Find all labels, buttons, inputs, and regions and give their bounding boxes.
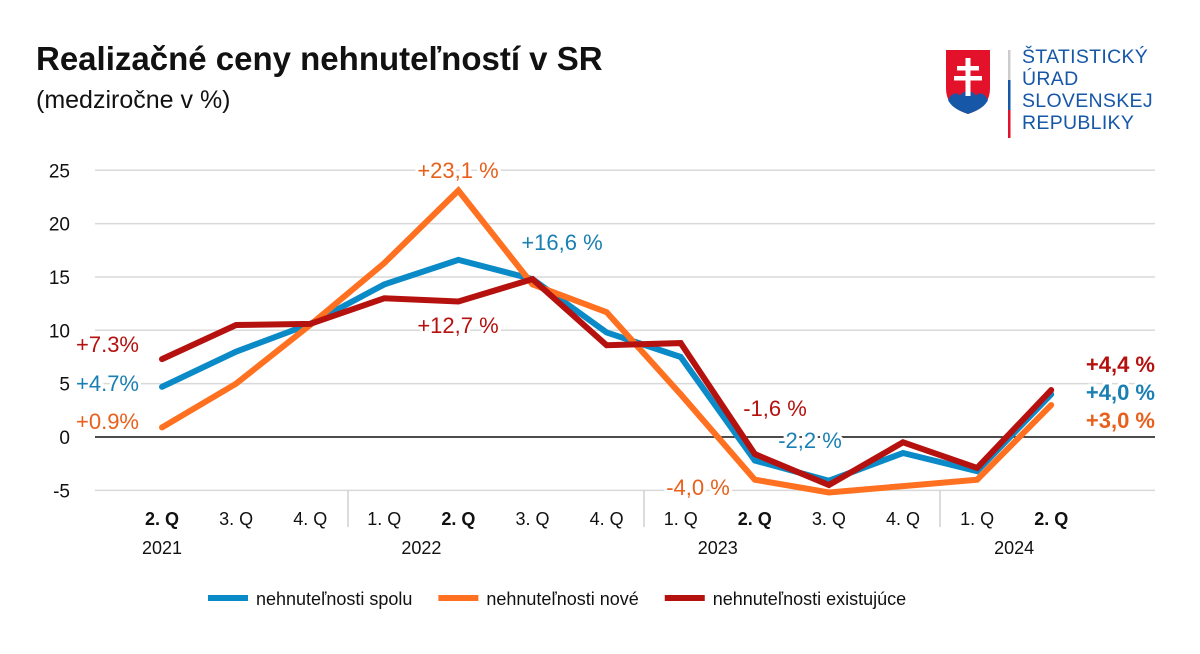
data-label: +4,0 % bbox=[1086, 380, 1155, 405]
data-label: +4,4 % bbox=[1086, 352, 1155, 377]
data-label: -4,0 % bbox=[666, 475, 730, 500]
x-tick-label: 4. Q bbox=[590, 509, 624, 529]
data-label: +7.3% bbox=[76, 332, 139, 357]
data-label: -1,6 % bbox=[743, 396, 807, 421]
y-tick-label: 20 bbox=[49, 215, 70, 236]
year-label: 2021 bbox=[142, 538, 182, 558]
logo-line: SLOVENSKEJ bbox=[1022, 90, 1153, 112]
x-tick-label: 1. Q bbox=[367, 509, 401, 529]
data-label: +4.7% bbox=[76, 371, 139, 396]
x-tick-label: 3. Q bbox=[219, 509, 253, 529]
x-tick-label: 2. Q bbox=[738, 509, 772, 529]
year-label: 2023 bbox=[698, 538, 738, 558]
x-tick-label: 4. Q bbox=[293, 509, 327, 529]
logo-line: ŠTATISTICKÝ bbox=[1022, 46, 1149, 68]
legend-label: nehnuteľnosti existujúce bbox=[713, 589, 906, 609]
y-tick-label: 5 bbox=[59, 375, 70, 396]
x-tick-label: 3. Q bbox=[812, 509, 846, 529]
data-label: +0.9% bbox=[76, 409, 139, 434]
data-label: +3,0 % bbox=[1086, 408, 1155, 433]
y-tick-label: -5 bbox=[53, 481, 70, 502]
data-label: +12,7 % bbox=[417, 313, 498, 338]
year-label: 2024 bbox=[994, 538, 1034, 558]
year-label: 2022 bbox=[401, 538, 441, 558]
y-tick-label: 25 bbox=[49, 161, 70, 182]
y-tick-label: 15 bbox=[49, 268, 70, 289]
x-tick-label: 1. Q bbox=[664, 509, 698, 529]
logo-line: ÚRAD bbox=[1022, 68, 1079, 90]
legend-label: nehnuteľnosti spolu bbox=[256, 589, 412, 609]
chart-title: Realizačné ceny nehnuteľností v SR bbox=[36, 40, 603, 77]
slovak-coat-of-arms-logo bbox=[946, 50, 1011, 138]
x-tick-label: 4. Q bbox=[886, 509, 920, 529]
x-tick-label: 2. Q bbox=[145, 509, 179, 529]
y-tick-label: 10 bbox=[49, 321, 70, 342]
data-label: -2,2 % bbox=[778, 428, 842, 453]
legend-label: nehnuteľnosti nové bbox=[486, 589, 638, 609]
x-tick-label: 2. Q bbox=[1034, 509, 1068, 529]
y-tick-label: 0 bbox=[59, 428, 70, 449]
x-tick-label: 1. Q bbox=[960, 509, 994, 529]
data-label: +16,6 % bbox=[521, 230, 602, 255]
chart-subtitle: (medziročne v %) bbox=[36, 86, 231, 114]
x-tick-label: 2. Q bbox=[441, 509, 475, 529]
x-tick-label: 3. Q bbox=[515, 509, 549, 529]
logo-line: REPUBLIKY bbox=[1022, 112, 1135, 134]
logo-text: ŠTATISTICKÝ ÚRAD SLOVENSKEJ REPUBLIKY bbox=[1022, 46, 1153, 134]
data-label: +23,1 % bbox=[417, 158, 498, 183]
